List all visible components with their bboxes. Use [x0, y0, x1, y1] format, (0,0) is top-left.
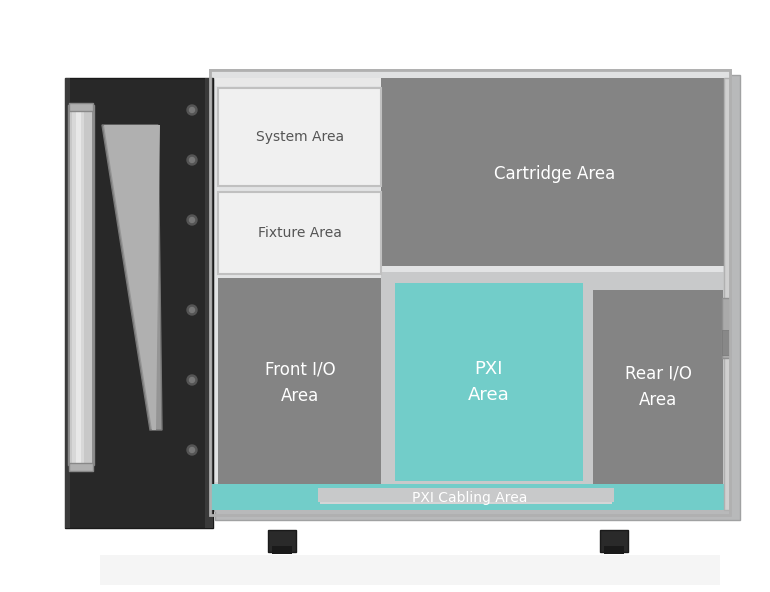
Polygon shape — [102, 125, 162, 430]
Circle shape — [189, 307, 195, 313]
Bar — [381, 272, 728, 488]
Text: System Area: System Area — [256, 130, 344, 144]
Circle shape — [187, 155, 197, 165]
Bar — [210, 490, 320, 510]
Circle shape — [189, 448, 195, 452]
Bar — [381, 78, 728, 266]
Text: Front I/O
Area: Front I/O Area — [265, 361, 335, 405]
Bar — [100, 555, 720, 585]
Circle shape — [189, 108, 195, 112]
Bar — [218, 278, 381, 488]
Circle shape — [187, 375, 197, 385]
Bar — [218, 88, 381, 186]
Bar — [395, 283, 583, 481]
Circle shape — [187, 305, 197, 315]
Bar — [215, 78, 727, 86]
Bar — [722, 298, 730, 358]
Bar — [205, 78, 213, 528]
Bar — [69, 463, 93, 471]
Circle shape — [187, 445, 197, 455]
Text: PXI Cabling Area: PXI Cabling Area — [412, 491, 527, 505]
Bar — [722, 330, 730, 355]
Bar — [68, 105, 94, 465]
Bar — [65, 78, 213, 528]
Bar — [210, 70, 730, 80]
Bar — [600, 530, 628, 552]
Bar — [68, 105, 94, 465]
Bar — [318, 488, 614, 502]
Text: Fixture Area: Fixture Area — [258, 226, 342, 240]
Circle shape — [187, 105, 197, 115]
Circle shape — [189, 378, 195, 382]
Circle shape — [189, 217, 195, 223]
Bar — [210, 70, 730, 510]
Bar — [76, 105, 81, 465]
Bar — [604, 546, 624, 554]
Bar — [215, 82, 723, 482]
Bar — [724, 78, 730, 510]
Bar — [69, 103, 93, 111]
Text: Rear I/O
Area: Rear I/O Area — [624, 365, 691, 409]
Bar — [210, 484, 730, 492]
Bar — [218, 192, 381, 274]
Bar — [72, 105, 84, 465]
Bar — [210, 504, 730, 510]
Bar — [210, 70, 730, 515]
Text: PXI
Area: PXI Area — [468, 360, 510, 404]
Bar — [593, 290, 723, 485]
Bar — [272, 546, 292, 554]
Text: Cartridge Area: Cartridge Area — [494, 165, 616, 183]
Bar — [612, 490, 730, 510]
Bar — [65, 78, 70, 528]
Bar — [70, 105, 92, 465]
Bar — [268, 530, 296, 552]
Polygon shape — [104, 125, 160, 430]
Bar — [215, 75, 740, 520]
Circle shape — [189, 157, 195, 162]
Circle shape — [187, 215, 197, 225]
